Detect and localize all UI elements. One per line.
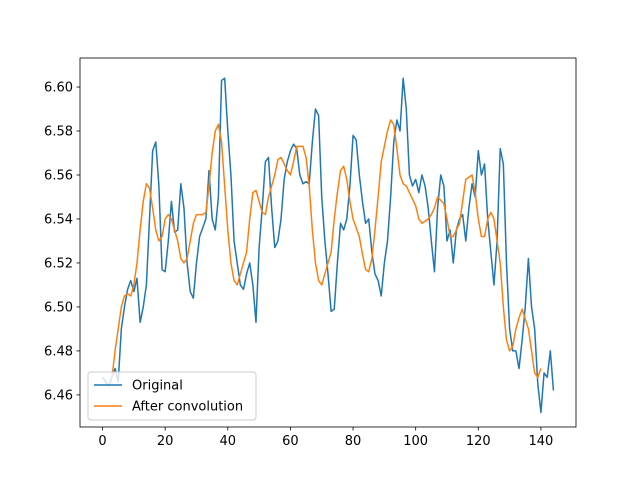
x-tick-label: 0 <box>98 434 106 449</box>
legend-box <box>87 371 257 421</box>
plot-frame <box>79 57 577 428</box>
y-tick-label: 6.46 <box>44 388 73 403</box>
legend-label: Original <box>132 379 183 394</box>
x-tick-label: 120 <box>466 434 491 449</box>
y-tick-label: 6.56 <box>44 168 73 183</box>
line-series <box>111 119 542 379</box>
y-tick-label: 6.54 <box>44 212 73 227</box>
line-series <box>101 77 555 414</box>
x-tick-label: 20 <box>157 434 174 449</box>
x-tick-label: 80 <box>345 434 362 449</box>
x-tick-label: 60 <box>282 434 299 449</box>
y-tick-label: 6.52 <box>44 256 73 271</box>
legend-label: After convolution <box>132 400 243 415</box>
x-tick-label: 140 <box>529 434 554 449</box>
x-tick-label: 100 <box>403 434 428 449</box>
y-tick-label: 6.60 <box>44 81 73 96</box>
x-tick-label: 40 <box>220 434 237 449</box>
y-tick-label: 6.48 <box>44 344 73 359</box>
y-tick-label: 6.50 <box>44 300 73 315</box>
y-tick-label: 6.58 <box>44 125 73 140</box>
